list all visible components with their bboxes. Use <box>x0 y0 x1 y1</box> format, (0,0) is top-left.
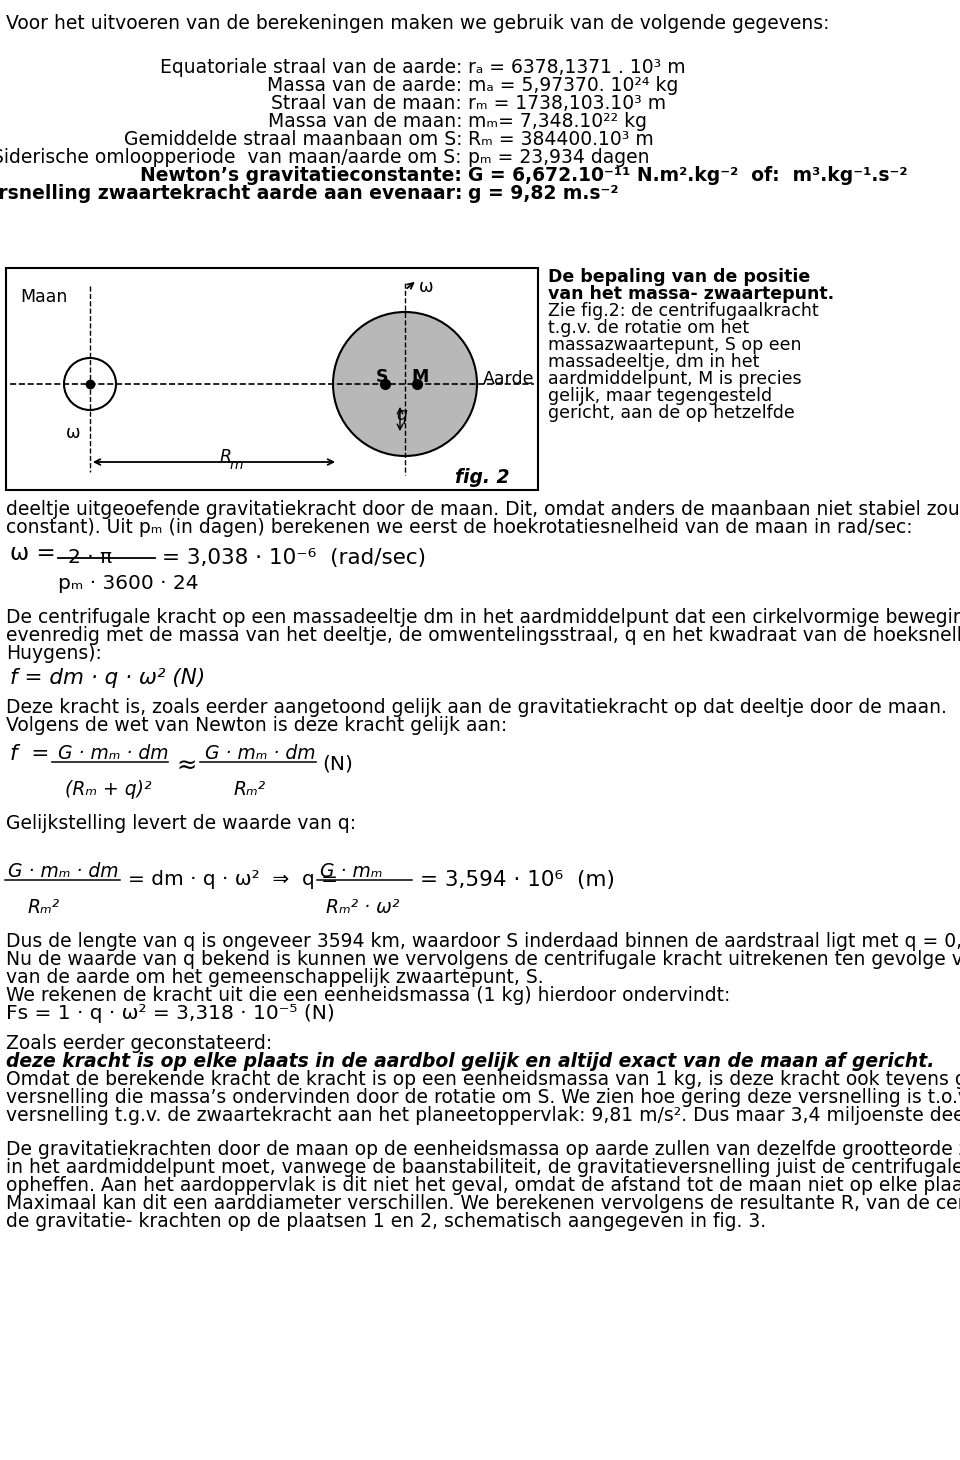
Text: Nu de waarde van q bekend is kunnen we vervolgens de centrifugale kracht uitreke: Nu de waarde van q bekend is kunnen we v… <box>6 950 960 969</box>
Text: De bepaling van de positie: De bepaling van de positie <box>548 269 810 286</box>
Text: De centrifugale kracht op een massadeeltje dm in het aardmiddelpunt dat een cirk: De centrifugale kracht op een massadeelt… <box>6 607 960 626</box>
Text: massazwaartepunt, S op een: massazwaartepunt, S op een <box>548 336 802 353</box>
Text: Rₘ² · ω²: Rₘ² · ω² <box>326 898 399 917</box>
Text: van het massa- zwaartepunt.: van het massa- zwaartepunt. <box>548 285 834 304</box>
Text: q: q <box>396 406 407 423</box>
Text: (N): (N) <box>322 753 353 772</box>
Text: Deze kracht is, zoals eerder aangetoond gelijk aan de gravitatiekracht op dat de: Deze kracht is, zoals eerder aangetoond … <box>6 698 947 717</box>
Text: Newton’s gravitatieconstante:: Newton’s gravitatieconstante: <box>140 166 462 185</box>
Text: = 3,038 · 10⁻⁶  (rad/sec): = 3,038 · 10⁻⁶ (rad/sec) <box>162 548 426 568</box>
Text: G · mₘ · dm: G · mₘ · dm <box>58 745 169 764</box>
Text: deze kracht is op elke plaats in de aardbol gelijk en altijd exact van de maan a: deze kracht is op elke plaats in de aard… <box>6 1053 934 1072</box>
Text: G · mₘ · dm: G · mₘ · dm <box>8 861 118 880</box>
Text: de gravitatie- krachten op de plaatsen 1 en 2, schematisch aangegeven in fig. 3.: de gravitatie- krachten op de plaatsen 1… <box>6 1212 766 1231</box>
Text: ω: ω <box>419 277 434 296</box>
Text: Voor het uitvoeren van de berekeningen maken we gebruik van de volgende gegevens: Voor het uitvoeren van de berekeningen m… <box>6 15 829 34</box>
Text: Zie fig.2: de centrifugaalkracht: Zie fig.2: de centrifugaalkracht <box>548 302 819 320</box>
Text: = 3,594 · 10⁶  (m): = 3,594 · 10⁶ (m) <box>420 870 614 891</box>
Text: G · mₘ · dm: G · mₘ · dm <box>205 745 316 764</box>
Text: in het aardmiddelpunt moet, vanwege de baanstabiliteit, de gravitatieversnelling: in het aardmiddelpunt moet, vanwege de b… <box>6 1158 960 1177</box>
Text: pₘ · 3600 · 24: pₘ · 3600 · 24 <box>58 574 199 593</box>
Text: G = 6,672.10⁻¹¹ N.m².kg⁻²  of:  m³.kg⁻¹.s⁻²: G = 6,672.10⁻¹¹ N.m².kg⁻² of: m³.kg⁻¹.s⁻… <box>468 166 907 185</box>
Text: Aarde: Aarde <box>483 369 535 388</box>
Text: G · mₘ: G · mₘ <box>320 861 382 880</box>
Text: De gravitatiekrachten door de maan op de eenheidsmassa op aarde zullen van dezel: De gravitatiekrachten door de maan op de… <box>6 1140 960 1159</box>
Text: Omdat de berekende kracht de kracht is op een eenheidsmassa van 1 kg, is deze kr: Omdat de berekende kracht de kracht is o… <box>6 1070 960 1089</box>
Text: rₘ = 1738,103.10³ m: rₘ = 1738,103.10³ m <box>468 93 666 112</box>
Text: M: M <box>411 368 428 385</box>
Text: evenredig met de massa van het deeltje, de omwentelingsstraal, q en het kwadraat: evenredig met de massa van het deeltje, … <box>6 626 960 645</box>
Text: Maximaal kan dit een aarddiameter verschillen. We berekenen vervolgens de result: Maximaal kan dit een aarddiameter versch… <box>6 1194 960 1213</box>
Text: Massa van de aarde:: Massa van de aarde: <box>267 76 462 95</box>
Text: We rekenen de kracht uit die een eenheidsmassa (1 kg) hierdoor ondervindt:: We rekenen de kracht uit die een eenheid… <box>6 986 731 1004</box>
Text: Rₘ²: Rₘ² <box>233 780 265 799</box>
Text: Gemiddelde straal maanbaan om S:: Gemiddelde straal maanbaan om S: <box>124 130 462 149</box>
Bar <box>6 269 538 491</box>
Text: Versnelling zwaartekracht aarde aan evenaar:: Versnelling zwaartekracht aarde aan even… <box>0 184 462 203</box>
Text: Equatoriale straal van de aarde:: Equatoriale straal van de aarde: <box>159 58 462 77</box>
Text: massadeeltje, dm in het: massadeeltje, dm in het <box>548 353 759 371</box>
Text: t.g.v. de rotatie om het: t.g.v. de rotatie om het <box>548 318 749 337</box>
Text: Volgens de wet van Newton is deze kracht gelijk aan:: Volgens de wet van Newton is deze kracht… <box>6 715 507 734</box>
Text: Dus de lengte van q is ongeveer 3594 km, waardoor S inderdaad binnen de aardstra: Dus de lengte van q is ongeveer 3594 km,… <box>6 931 960 950</box>
Text: m: m <box>230 458 244 472</box>
Text: Siderische omloopperiode  van maan/aarde om S:: Siderische omloopperiode van maan/aarde … <box>0 147 462 166</box>
Text: Straal van de maan:: Straal van de maan: <box>272 93 462 112</box>
Text: mₘ= 7,348.10²² kg: mₘ= 7,348.10²² kg <box>468 112 647 131</box>
Text: g = 9,82 m.s⁻²: g = 9,82 m.s⁻² <box>468 184 618 203</box>
Text: R: R <box>220 448 232 466</box>
Text: versnelling die massa’s ondervinden door de rotatie om S. We zien hoe gering dez: versnelling die massa’s ondervinden door… <box>6 1088 960 1107</box>
Text: constant). Uit pₘ (in dagen) berekenen we eerst de hoekrotatiesnelheid van de ma: constant). Uit pₘ (in dagen) berekenen w… <box>6 518 913 537</box>
Text: Fs = 1 · q · ω² = 3,318 · 10⁻⁵ (N): Fs = 1 · q · ω² = 3,318 · 10⁻⁵ (N) <box>6 1004 335 1023</box>
Text: Rₘ²: Rₘ² <box>28 898 60 917</box>
Text: f  =: f = <box>10 745 49 764</box>
Text: pₘ = 23,934 dagen: pₘ = 23,934 dagen <box>468 147 650 166</box>
Circle shape <box>333 312 477 456</box>
Text: (Rₘ + q)²: (Rₘ + q)² <box>65 780 152 799</box>
Text: 2 · π: 2 · π <box>68 548 112 566</box>
Text: ω: ω <box>66 423 81 442</box>
Text: Huygens):: Huygens): <box>6 644 102 663</box>
Text: = dm · q · ω²  ⇒  q =: = dm · q · ω² ⇒ q = <box>128 870 338 889</box>
Text: van de aarde om het gemeenschappelijk zwaartepunt, S.: van de aarde om het gemeenschappelijk zw… <box>6 968 543 987</box>
Text: ω =: ω = <box>10 542 56 565</box>
Text: Rₘ = 384400.10³ m: Rₘ = 384400.10³ m <box>468 130 654 149</box>
Text: Massa van de maan:: Massa van de maan: <box>268 112 462 131</box>
Text: Maan: Maan <box>20 288 67 307</box>
Text: S: S <box>376 368 389 385</box>
Text: deeltje uitgeoefende gravitatiekracht door de maan. Dit, omdat anders de maanbaa: deeltje uitgeoefende gravitatiekracht do… <box>6 499 960 518</box>
Text: ≈: ≈ <box>176 753 197 778</box>
Text: Zoals eerder geconstateerd:: Zoals eerder geconstateerd: <box>6 1034 273 1053</box>
Text: mₐ = 5,97370. 10²⁴ kg: mₐ = 5,97370. 10²⁴ kg <box>468 76 679 95</box>
Text: aardmiddelpunt, M is precies: aardmiddelpunt, M is precies <box>548 369 802 388</box>
Text: rₐ = 6378,1371 . 10³ m: rₐ = 6378,1371 . 10³ m <box>468 58 685 77</box>
Text: gericht, aan de op hetzelfde: gericht, aan de op hetzelfde <box>548 404 795 422</box>
Text: opheffen. Aan het aardoppervlak is dit niet het geval, omdat de afstand tot de m: opheffen. Aan het aardoppervlak is dit n… <box>6 1175 960 1194</box>
Text: gelijk, maar tegengesteld: gelijk, maar tegengesteld <box>548 387 772 404</box>
Text: f = dm · q · ω² (N): f = dm · q · ω² (N) <box>10 669 205 688</box>
Text: Gelijkstelling levert de waarde van q:: Gelijkstelling levert de waarde van q: <box>6 815 356 834</box>
Text: fig. 2: fig. 2 <box>455 469 510 488</box>
Text: versnelling t.g.v. de zwaartekracht aan het planeetoppervlak: 9,81 m/s². Dus maa: versnelling t.g.v. de zwaartekracht aan … <box>6 1107 960 1126</box>
